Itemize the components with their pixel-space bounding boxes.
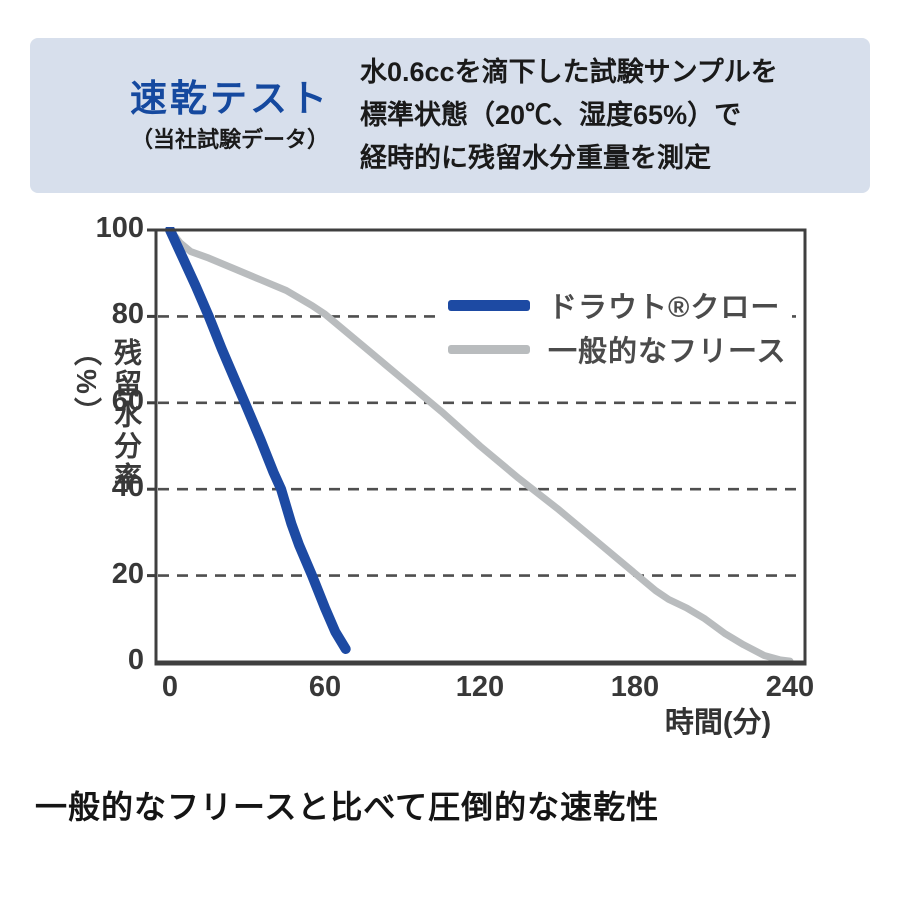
y-tick-label-40: 40 xyxy=(111,471,144,504)
chart-area: 残留水分率（%） ドラウト®クロー 一般的なフリース 時間(分) 0 20 40 60… xyxy=(71,212,815,739)
chart-legend: ドラウト®クロー 一般的なフリース xyxy=(438,281,792,373)
y-tick-label-100: 100 xyxy=(95,212,144,244)
y-tick-label-60: 60 xyxy=(111,384,144,417)
y-tick-label-20: 20 xyxy=(111,557,144,590)
x-tick-label-180: 180 xyxy=(610,671,660,703)
x-tick-label-60: 60 xyxy=(308,671,342,703)
legend-row-fleece: 一般的なフリース xyxy=(448,327,792,371)
x-tick-label-0: 0 xyxy=(161,671,179,703)
test-title: 速乾テスト xyxy=(130,78,330,119)
legend-swatch-fleece-line xyxy=(448,344,530,354)
legend-swatch-draut-line xyxy=(448,299,530,311)
plot-svg xyxy=(147,227,807,666)
series-line-0 xyxy=(165,227,351,654)
test-description: 水0.6ccを滴下した試験サンプルを 標準状態（20℃、湿度65%）で 経時的に… xyxy=(360,51,860,180)
legend-row-draut: ドラウト®クロー xyxy=(448,283,792,327)
legend-label-fleece: 一般的なフリース xyxy=(548,336,787,368)
y-axis-title: 残留水分率（%） xyxy=(71,338,142,493)
y-tick-label-0: 0 xyxy=(127,644,144,676)
test-description-line1: 水0.6ccを滴下した試験サンプルを xyxy=(360,57,778,87)
bottom-caption: 一般的なフリースと比べて圧倒的な速乾性 xyxy=(35,789,660,825)
x-axis-title: 時間(分) xyxy=(664,707,772,739)
series-line-1 xyxy=(166,227,794,665)
x-tick-label-120: 120 xyxy=(455,671,505,703)
test-description-line3: 経時的に残留水分重量を測定 xyxy=(360,143,711,173)
y-tick-label-80: 80 xyxy=(111,298,144,331)
x-tick-label-240: 240 xyxy=(765,671,815,703)
test-description-line2: 標準状態（20℃、湿度65%）で xyxy=(360,100,742,130)
legend-label-draut: ドラウト®クロー xyxy=(548,292,781,324)
test-header-panel: 速乾テスト （当社試験データ） 水0.6ccを滴下した試験サンプルを 標準状態（… xyxy=(30,38,870,193)
test-subtitle: （当社試験データ） xyxy=(130,127,329,152)
